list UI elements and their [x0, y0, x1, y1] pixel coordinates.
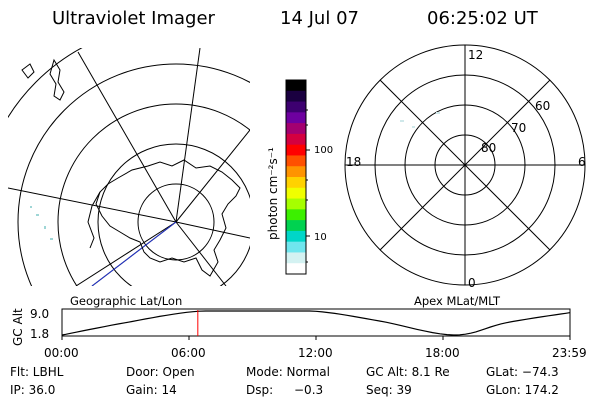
- xtick-1200: 12:00: [298, 346, 333, 360]
- meridian-line: [175, 221, 250, 239]
- colorbar-ticks: [306, 109, 310, 263]
- geographic-panel-label: Geographic Lat/Lon: [70, 294, 183, 308]
- colorbar-tick-10: 10: [314, 232, 327, 243]
- meridian-line: [75, 221, 177, 286]
- xtick-1800: 18:00: [425, 346, 460, 360]
- coast-specks: [30, 206, 53, 240]
- coastline: [21, 63, 35, 79]
- colorbar-frame: [285, 79, 307, 275]
- lat-circle: [8, 48, 83, 119]
- app-title: Ultraviolet Imager: [52, 8, 215, 29]
- colorbar-segment: [286, 230, 306, 243]
- colorbar: [286, 80, 306, 275]
- dsp-label: Dsp:: [246, 383, 274, 397]
- dsp-value: −0.3: [294, 383, 324, 397]
- meridian-line: [77, 51, 177, 223]
- coastline: [95, 159, 241, 277]
- xtick-0600: 06:00: [171, 346, 206, 360]
- xtick-0000: 00:00: [44, 346, 79, 360]
- lat-circle: [137, 183, 215, 261]
- geographic-map: [8, 48, 250, 286]
- ip-value: IP: 36.0: [10, 383, 56, 397]
- apex-panel-label: Apex MLat/MLT: [414, 294, 501, 308]
- colorbar-segment: [286, 263, 306, 275]
- lat-circle: [57, 103, 250, 286]
- colorbar-segment: [286, 220, 306, 232]
- colorbar-unit-label: photon cm⁻²s⁻¹: [266, 147, 280, 240]
- mlt-label-6: 6: [578, 155, 586, 169]
- meridian-line: [175, 221, 227, 286]
- coastline: [49, 58, 65, 101]
- lat-circle: [17, 63, 250, 286]
- colorbar-tick-100: 100: [314, 145, 333, 156]
- lat-circle: [97, 143, 250, 286]
- colorbar-segment: [286, 241, 306, 253]
- time-label: 06:25:02 UT: [427, 8, 538, 29]
- date-label: 14 Jul 07: [280, 8, 359, 29]
- colorbar-segment: [286, 123, 306, 135]
- coastline: [87, 191, 101, 249]
- colorbar-segment: [286, 112, 306, 124]
- altitude-plot-frame: [61, 308, 571, 337]
- colorbar-segment: [286, 80, 306, 92]
- meridian-line: [175, 129, 250, 223]
- altitude-ytick-low: 1.8: [30, 327, 49, 341]
- geo-longitude: GLon: 174.2: [486, 383, 559, 397]
- sun-direction-line: [91, 221, 177, 286]
- colorbar-segment: [286, 252, 306, 264]
- mode-status: Mode: Normal: [246, 365, 330, 379]
- geo-latitude: GLat: −74.3: [486, 365, 559, 379]
- colorbar-segment: [286, 144, 306, 156]
- altitude-curve: [61, 310, 570, 336]
- altitude-ylabel: GC Alt: [11, 308, 25, 346]
- altitude-x-ticks: [61, 336, 571, 340]
- colorbar-segment: [286, 177, 306, 189]
- colorbar-segment: [286, 209, 306, 221]
- mlt-label-18: 18: [346, 155, 361, 169]
- colorbar-segment: [286, 155, 306, 167]
- mlt-label-12: 12: [468, 48, 483, 62]
- colorbar-segment: [286, 133, 306, 146]
- colorbar-segment: [286, 198, 306, 210]
- mlt-line: [379, 79, 551, 251]
- altitude-ytick-high: 9.0: [30, 307, 49, 321]
- colorbar-segment: [286, 187, 306, 200]
- flight-filter: Flt: LBHL: [10, 365, 64, 379]
- apex-map: [344, 44, 586, 286]
- apex-specks: [400, 112, 440, 128]
- mlat-label-70: 70: [511, 121, 526, 135]
- colorbar-segment: [286, 166, 306, 178]
- mlt-label-0: 0: [468, 276, 476, 290]
- gain-value: Gain: 14: [126, 383, 177, 397]
- door-status: Door: Open: [126, 365, 195, 379]
- mlat-label-80: 80: [481, 141, 496, 155]
- mlat-label-60: 60: [535, 99, 550, 113]
- gc-altitude: GC Alt: 8.1 Re: [366, 365, 450, 379]
- colorbar-segment: [286, 101, 306, 113]
- colorbar-segment: [286, 90, 306, 103]
- sequence-number: Seq: 39: [366, 383, 412, 397]
- meridian-line: [175, 48, 201, 223]
- xtick-2359: 23:59: [552, 346, 587, 360]
